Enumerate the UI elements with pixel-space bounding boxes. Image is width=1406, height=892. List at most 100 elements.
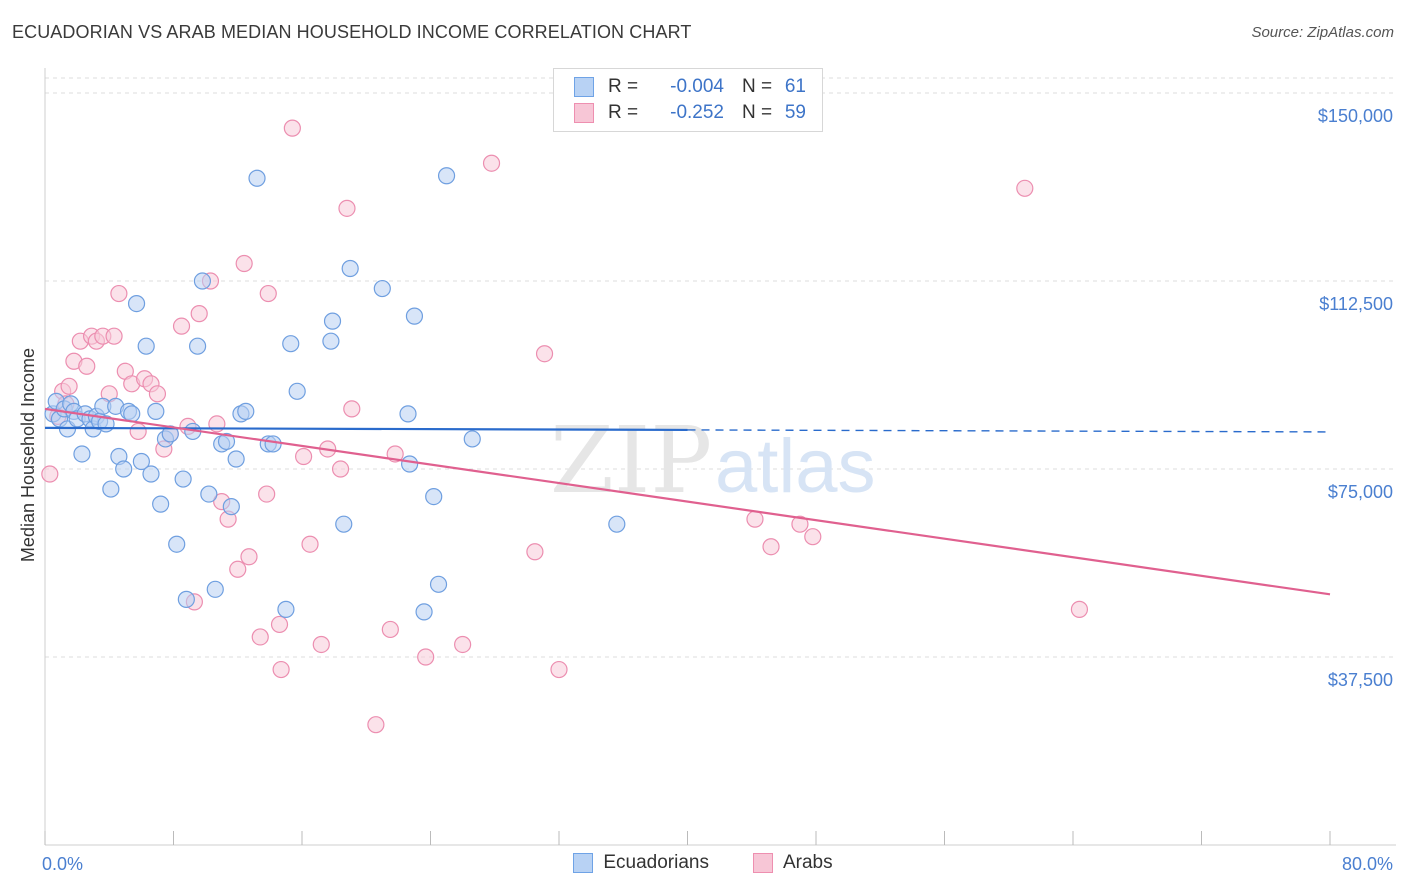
legend-label-arabs: Arabs <box>782 852 833 873</box>
legend-n-value: 61 <box>784 76 806 97</box>
ecuadorians-point <box>608 515 626 533</box>
arabs-point <box>229 560 247 578</box>
legend-item-ecuadorians[interactable]: Ecuadorians <box>573 852 709 874</box>
arabs-point <box>258 485 276 503</box>
arabs-point <box>172 317 191 335</box>
ecuadorians-point <box>227 450 245 468</box>
ecuadorians-trend-line <box>44 426 688 432</box>
gridlines <box>45 77 1396 658</box>
ecuadorians-point <box>237 402 255 420</box>
legend-r-label: R = <box>608 76 639 97</box>
ecuadorians-point <box>127 294 146 313</box>
legend-r-label: R = <box>608 102 639 123</box>
arabs-point <box>791 515 809 533</box>
arabs-point <box>148 385 167 403</box>
ecuadorians-point <box>115 460 133 478</box>
arabs-point <box>746 510 764 528</box>
ecuadorians-point <box>405 307 424 325</box>
ecuadorians-point <box>322 332 340 350</box>
arabs-point <box>41 465 59 483</box>
ecuadorians-point <box>206 580 224 598</box>
ecuadorians-point <box>142 465 160 483</box>
ecuadorians-point <box>193 272 212 290</box>
ecuadorians-point <box>174 470 192 488</box>
ecuadorians-point <box>425 487 443 506</box>
ecuadorians-point <box>323 312 342 330</box>
legend-item-arabs[interactable]: Arabs <box>752 852 833 874</box>
ecuadorians-point <box>341 259 359 278</box>
arabs-point <box>367 716 385 734</box>
y-tick-label: $37,500 <box>1328 670 1393 690</box>
ecuadorians-point <box>248 169 266 187</box>
ecuadorians-point <box>152 495 170 513</box>
arabs-point <box>381 620 399 639</box>
ecuadorians-point <box>415 603 433 621</box>
ecuadorians-point <box>217 432 236 451</box>
axes <box>44 68 1396 846</box>
ecuadorians-point <box>188 337 207 355</box>
ecuadorians-point <box>373 279 391 298</box>
ecuadorians-point <box>137 337 155 355</box>
legend-n-label: N = <box>742 102 773 123</box>
watermark-zip: ZIP <box>550 407 712 514</box>
y-tick-label: $150,000 <box>1318 106 1393 126</box>
arabs-point <box>240 548 258 566</box>
legend-row-ecuadorians: R = -0.004 N = 61 <box>574 75 806 99</box>
arabs-point <box>295 447 313 466</box>
ecuadorians-point <box>399 405 417 423</box>
arabs-point <box>312 635 330 654</box>
legend-r-value: -0.004 <box>670 76 724 97</box>
source-label: Source: ZipAtlas.com <box>1251 24 1394 41</box>
ecuadorians-point <box>168 535 186 553</box>
y-tick-label: $112,500 <box>1319 294 1393 314</box>
arabs-point <box>259 284 277 303</box>
arabs-point <box>1070 600 1089 618</box>
arabs-point <box>251 628 269 646</box>
ecuadorians-point <box>177 590 195 608</box>
arabs-point <box>105 327 123 345</box>
ecuadorians-point <box>282 335 300 353</box>
watermark-atlas: atlas <box>715 424 876 509</box>
arabs-trend-line <box>44 407 1331 596</box>
arabs-point <box>110 284 128 303</box>
ecuadorians-point <box>429 575 448 593</box>
arabs-point <box>343 400 361 418</box>
ecuadorians-point <box>73 445 91 463</box>
series-legend: Ecuadorians Arabs <box>0 852 1406 874</box>
ecuadorians-point <box>437 167 456 185</box>
watermark: ZIP atlas <box>550 407 876 514</box>
legend-label-ecuadorians: Ecuadorians <box>603 852 709 873</box>
arabs-point <box>338 199 356 217</box>
legend-n-label: N = <box>742 76 773 97</box>
ecuadorians-point <box>288 382 306 400</box>
arabs-point <box>331 460 350 478</box>
arabs-point <box>526 543 544 561</box>
arabs-point <box>272 660 290 679</box>
legend-swatch-blue <box>573 853 594 873</box>
ecuadorians-point <box>277 600 295 618</box>
arabs-point <box>283 119 301 137</box>
legend-n-value: 59 <box>784 102 806 123</box>
ecuadorians-point <box>222 498 240 516</box>
ecuadorians-point <box>147 402 165 420</box>
ecuadorians-point <box>264 435 282 453</box>
x-tick-label: 80.0% <box>1342 854 1393 874</box>
ecuadorians-point <box>463 430 481 448</box>
y-axis-label: Median Household Income <box>18 348 38 562</box>
ecuadorians-point <box>401 455 419 473</box>
legend-r-value: -0.252 <box>670 102 724 123</box>
ecuadorians-point <box>335 515 353 533</box>
legend-swatch-pink <box>752 853 773 873</box>
legend-swatch-blue <box>574 77 594 97</box>
legend-swatch-pink <box>574 103 594 123</box>
arabs-point <box>190 305 208 323</box>
trend-lines <box>44 407 1331 596</box>
legend-row-arabs: R = -0.252 N = 59 <box>574 101 806 125</box>
chart-title: ECUADORIAN VS ARAB MEDIAN HOUSEHOLD INCO… <box>12 22 692 42</box>
arabs-point <box>129 422 147 441</box>
y-tick-labels: $37,500 $75,000 $112,500 $150,000 <box>1318 106 1393 690</box>
x-tick-labels: 0.0% 80.0% <box>42 854 1393 874</box>
ecuadorians-point <box>132 452 150 471</box>
arabs-point <box>762 538 780 556</box>
